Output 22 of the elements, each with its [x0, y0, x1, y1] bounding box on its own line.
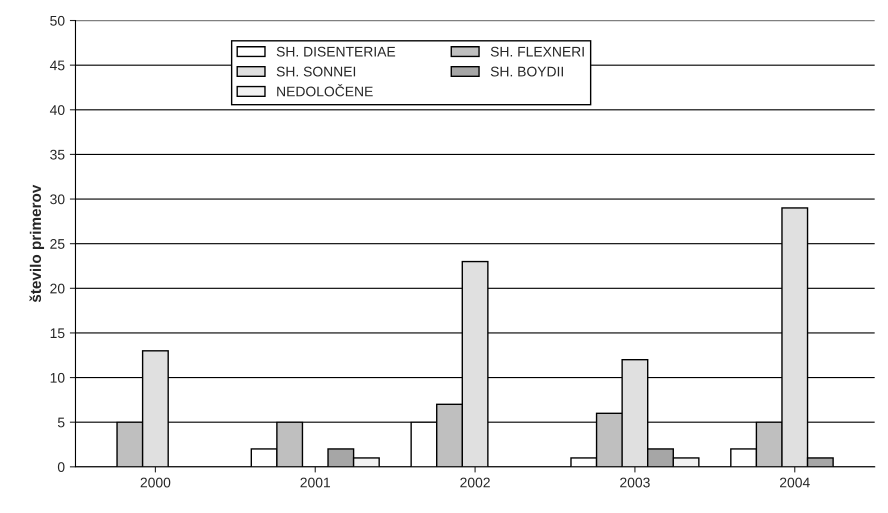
y-tick-label: 20 [50, 284, 65, 294]
y-tick-label: 35 [50, 150, 64, 160]
x-tick-label: 2003 [620, 478, 650, 488]
y-tick-label: 40 [50, 105, 65, 115]
x-tick-label: 2004 [780, 478, 810, 488]
x-tick-label: 2001 [300, 478, 330, 488]
y-tick-label: 15 [50, 328, 64, 338]
y-axis-title: število primerov [29, 184, 44, 302]
legend-label: SH. FLEXNERI [490, 46, 584, 57]
y-tick-label: 50 [50, 16, 65, 26]
legend-label: SH. BOYDII [490, 66, 563, 77]
y-tick-label: 25 [50, 239, 64, 249]
y-tick-label: 5 [58, 418, 64, 428]
y-tick-label: 10 [50, 372, 65, 383]
legend-label: SH. SONNEI [276, 66, 356, 77]
legend-label: NEDOLOČENE [277, 84, 373, 96]
x-tick-label: 2000 [140, 478, 170, 488]
y-tick-label: 0 [58, 462, 65, 472]
legend-label: SH. DISENTERIAE [276, 46, 396, 57]
x-tick-label: 2002 [460, 478, 490, 488]
y-tick-label: 45 [50, 60, 64, 70]
y-tick-label: 30 [50, 194, 65, 204]
